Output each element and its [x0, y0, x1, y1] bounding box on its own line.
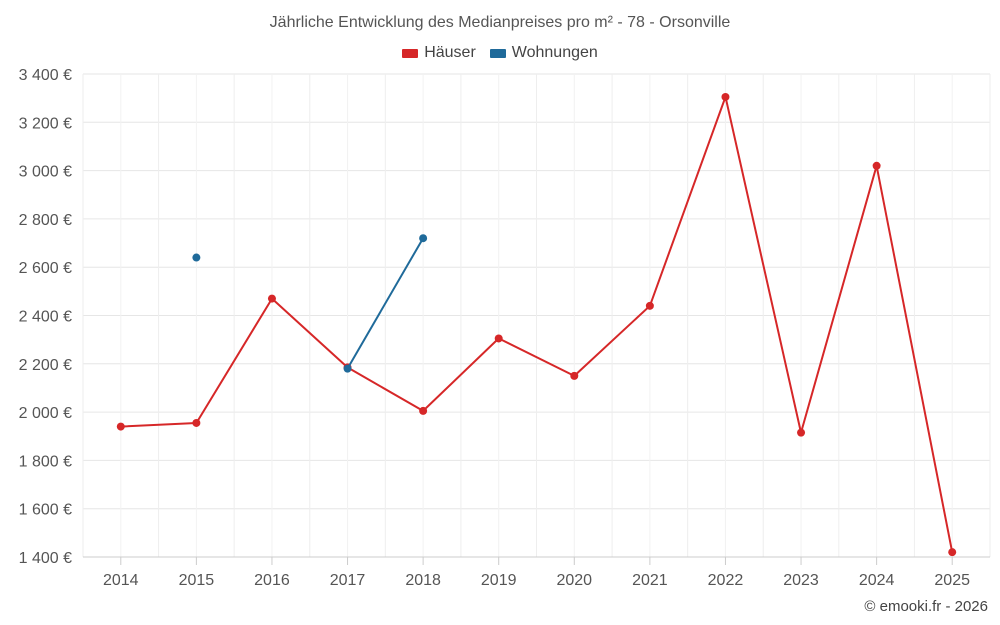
- x-tick-label: 2018: [405, 572, 441, 589]
- data-point-haeuser: [645, 301, 654, 310]
- y-tick-label: 1 800 €: [19, 453, 72, 470]
- credit-text: © emooki.fr - 2026: [864, 598, 988, 615]
- x-tick-label: 2022: [708, 572, 744, 589]
- x-tick-label: 2023: [783, 572, 819, 589]
- x-tick-label: 2015: [179, 572, 215, 589]
- data-point-haeuser: [570, 371, 579, 380]
- x-tick-label: 2016: [254, 572, 290, 589]
- y-tick-label: 3 400 €: [19, 67, 72, 84]
- data-point-wohnungen: [419, 234, 428, 243]
- y-tick-label: 3 200 €: [19, 115, 72, 132]
- chart-title: Jährliche Entwicklung des Medianpreises …: [269, 14, 731, 31]
- y-tick-label: 2 400 €: [19, 309, 72, 326]
- data-point-haeuser: [267, 294, 276, 303]
- data-point-haeuser: [721, 92, 730, 101]
- data-point-haeuser: [192, 418, 201, 427]
- data-point-haeuser: [419, 406, 428, 415]
- series-line-wohnungen: [346, 237, 424, 370]
- legend-item-haeuser[interactable]: Häuser: [402, 44, 476, 62]
- legend-item-wohnungen[interactable]: Wohnungen: [489, 44, 598, 62]
- x-tick-label: 2024: [859, 572, 895, 589]
- data-point-haeuser: [872, 161, 881, 170]
- data-point-wohnungen: [343, 364, 352, 373]
- data-point-haeuser: [948, 548, 957, 557]
- y-tick-label: 1 600 €: [19, 502, 72, 519]
- x-tick-label: 2021: [632, 572, 668, 589]
- x-tick-label: 2019: [481, 572, 517, 589]
- data-point-wohnungen: [192, 253, 201, 262]
- data-point-haeuser: [494, 334, 503, 343]
- y-tick-label: 3 000 €: [19, 164, 72, 181]
- data-point-haeuser: [797, 428, 806, 437]
- x-tick-label: 2020: [556, 572, 592, 589]
- legend: Häuser Wohnungen: [0, 44, 1000, 62]
- x-tick-label: 2025: [934, 572, 970, 589]
- legend-swatch-haeuser: [402, 48, 419, 58]
- data-point-haeuser: [116, 422, 125, 431]
- legend-label-haeuser: Häuser: [424, 44, 476, 61]
- y-tick-label: 1 400 €: [19, 550, 72, 567]
- y-tick-label: 2 000 €: [19, 405, 72, 422]
- y-tick-label: 2 200 €: [19, 357, 72, 374]
- series-line-haeuser: [120, 95, 954, 553]
- legend-label-wohnungen: Wohnungen: [511, 44, 598, 61]
- y-tick-label: 2 800 €: [19, 212, 72, 229]
- y-tick-label: 2 600 €: [19, 260, 72, 277]
- x-tick-label: 2017: [330, 572, 366, 589]
- x-tick-label: 2014: [103, 572, 139, 589]
- legend-swatch-wohnungen: [489, 48, 506, 58]
